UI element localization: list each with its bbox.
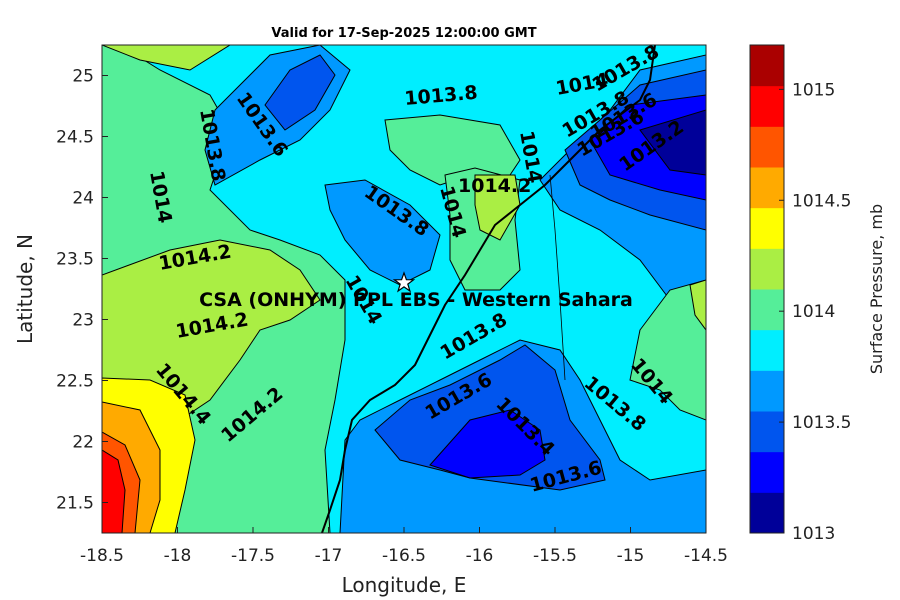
- pressure-field: [102, 45, 706, 533]
- x-tick-label: -18: [164, 546, 192, 566]
- colorbar-segment: [750, 126, 784, 168]
- x-tick-label: -16: [466, 546, 494, 566]
- x-axis-ticks: -18.5 -18 -17.5 -17 -16.5 -16 -15.5 -15 -14.5: [80, 527, 728, 566]
- x-tick-label: -16.5: [382, 546, 426, 566]
- colorbar-segment: [750, 451, 784, 493]
- colorbar-segment: [750, 85, 784, 127]
- colorbar-segment: [750, 207, 784, 249]
- colorbar-label: Surface Pressure, mb: [867, 204, 886, 374]
- x-axis-label: Longitude, E: [342, 573, 467, 597]
- colorbar-segment: [750, 329, 784, 371]
- y-tick-label: 22.5: [56, 372, 94, 392]
- colorbar: [749, 44, 785, 534]
- y-axis-label: Latitude, N: [13, 234, 37, 344]
- colorbar-segment: [750, 167, 784, 209]
- y-tick-label: 23: [72, 311, 94, 331]
- map-title: Valid for 17-Sep-2025 12:00:00 GMT: [271, 26, 536, 41]
- colorbar-tick-label: 1014.5: [792, 191, 851, 211]
- x-tick-label: -14.5: [684, 546, 728, 566]
- colorbar-tick-label: 1015: [792, 80, 835, 100]
- station-star-icon: [392, 271, 416, 293]
- colorbar-ticks: 1015 1014.5 1014 1013.5 1013: [779, 80, 851, 544]
- colorbar-segment: [750, 411, 784, 453]
- colorbar-segment: [750, 289, 784, 331]
- x-tick-label: -15: [617, 546, 645, 566]
- x-tick-label: -17: [315, 546, 343, 566]
- colorbar-segment: [750, 248, 784, 290]
- colorbar-tick-label: 1014: [792, 302, 835, 322]
- colorbar-segment: [750, 45, 784, 87]
- y-tick-label: 23.5: [56, 250, 94, 270]
- y-tick-label: 25: [72, 67, 94, 87]
- colorbar-tick-label: 1013: [792, 524, 835, 544]
- x-tick-label: -17.5: [231, 546, 275, 566]
- x-tick-label: -18.5: [80, 546, 124, 566]
- y-axis-ticks: 25 24.5 24 23.5 23 22.5 22 21.5: [56, 67, 108, 514]
- y-tick-label: 21.5: [56, 494, 94, 514]
- colorbar-tick-label: 1013.5: [792, 413, 851, 433]
- contour-label: 1014.2: [458, 175, 531, 197]
- y-tick-label: 24.5: [56, 128, 94, 148]
- x-tick-label: -15.5: [533, 546, 577, 566]
- colorbar-segment: [750, 370, 784, 412]
- colorbar-segment: [750, 492, 784, 534]
- y-tick-label: 22: [72, 433, 94, 453]
- colorbar-frame: [749, 44, 785, 534]
- station-label: CSA (ONHYM) PPL EBS - Western Sahara: [199, 289, 633, 311]
- y-tick-label: 24: [72, 189, 94, 209]
